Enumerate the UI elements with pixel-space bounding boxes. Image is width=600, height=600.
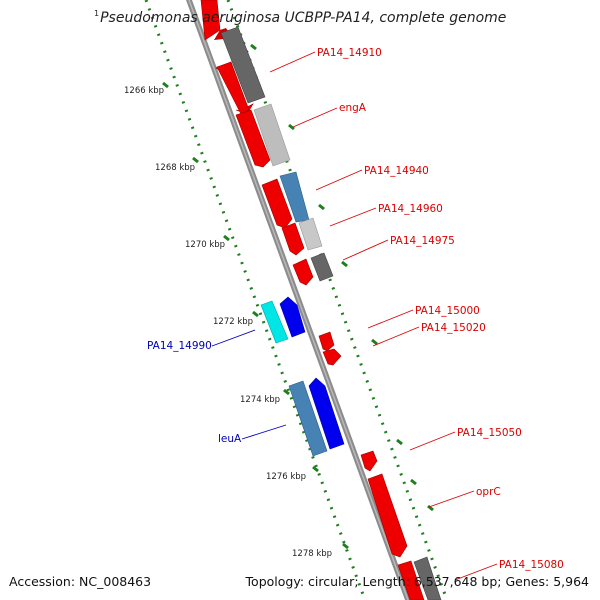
accession-value: NC_008463 (79, 574, 152, 589)
backbone-highlight (188, 0, 409, 600)
topology-value: circular (308, 574, 355, 589)
gene-label-pa14-14940[interactable]: PA14_14940 (364, 165, 429, 177)
genes-label: Genes: (505, 574, 550, 589)
leader-lines (211, 51, 498, 581)
map-title: 1Pseudomonas aeruginosa UCBPP-PA14, comp… (94, 9, 506, 26)
gene-label-pa14-15080[interactable]: PA14_15080 (499, 559, 564, 571)
accession-info: Accession: NC_008463 (9, 574, 151, 589)
tick-label: 1276 kbp (266, 472, 306, 482)
gene-feature[interactable] (360, 450, 378, 472)
major-ticks (162, 43, 434, 550)
gene-label-oprc[interactable]: oprC (476, 486, 501, 498)
length-value: 6,537,648 bp (413, 574, 498, 589)
gene-feature[interactable] (235, 109, 271, 168)
accession-label: Accession: (9, 574, 76, 589)
tick-labels: 1266 kbp 1268 kbp 1270 kbp 1272 kbp 1274… (124, 86, 332, 559)
gene-feature[interactable] (322, 348, 342, 366)
gene-feature[interactable] (413, 556, 442, 600)
gene-label-pa14-14975[interactable]: PA14_14975 (390, 235, 455, 247)
gene-label-pa14-14990[interactable]: PA14_14990 (147, 340, 212, 352)
genes-value: 5,964 (553, 574, 589, 589)
tick-label: 1266 kbp (124, 86, 164, 96)
gene-feature[interactable] (279, 296, 306, 338)
gene-labels: PA14_14910 engA PA14_14940 PA14_14960 PA… (147, 47, 564, 571)
gene-feature[interactable] (298, 217, 323, 251)
gene-feature[interactable] (220, 26, 266, 104)
forward-ring (226, 0, 449, 600)
gene-label-pa14-14960[interactable]: PA14_14960 (378, 203, 443, 215)
reverse-genes (260, 296, 345, 457)
tick-label: 1278 kbp (292, 549, 332, 559)
genome-stats: Topology: circular; Length: 6,537,648 bp… (245, 574, 589, 589)
tick-label: 1270 kbp (185, 240, 225, 250)
gene-feature[interactable] (310, 252, 334, 282)
gene-feature[interactable] (281, 222, 305, 256)
gene-label-pa14-14910[interactable]: PA14_14910 (317, 47, 382, 59)
gene-feature[interactable] (308, 377, 345, 450)
topology-label: Topology: (245, 574, 305, 589)
gene-label-pa14-15000[interactable]: PA14_15000 (415, 305, 480, 317)
forward-genes (200, 0, 442, 600)
gene-feature[interactable] (292, 258, 314, 286)
tick-label: 1272 kbp (213, 317, 253, 327)
gene-label-pa14-15020[interactable]: PA14_15020 (421, 322, 486, 334)
gene-feature[interactable] (397, 560, 425, 600)
gene-feature[interactable] (318, 331, 335, 352)
tick-label: 1268 kbp (155, 163, 195, 173)
gene-label-pa14-15050[interactable]: PA14_15050 (457, 427, 522, 439)
gene-feature[interactable] (253, 103, 291, 167)
gene-feature[interactable] (260, 300, 289, 344)
gene-label-leua[interactable]: leuA (218, 433, 242, 445)
reverse-ring (144, 0, 367, 600)
gene-feature[interactable] (288, 380, 328, 457)
title-marker: 1 (94, 9, 100, 18)
gene-feature[interactable] (216, 61, 250, 115)
gene-label-enga[interactable]: engA (339, 102, 367, 114)
title-text: Pseudomonas aeruginosa UCBPP-PA14, compl… (100, 10, 507, 26)
tick-label: 1274 kbp (240, 395, 280, 405)
gene-feature[interactable] (261, 178, 293, 229)
gene-feature[interactable] (367, 473, 408, 558)
length-label: Length: (362, 574, 410, 589)
